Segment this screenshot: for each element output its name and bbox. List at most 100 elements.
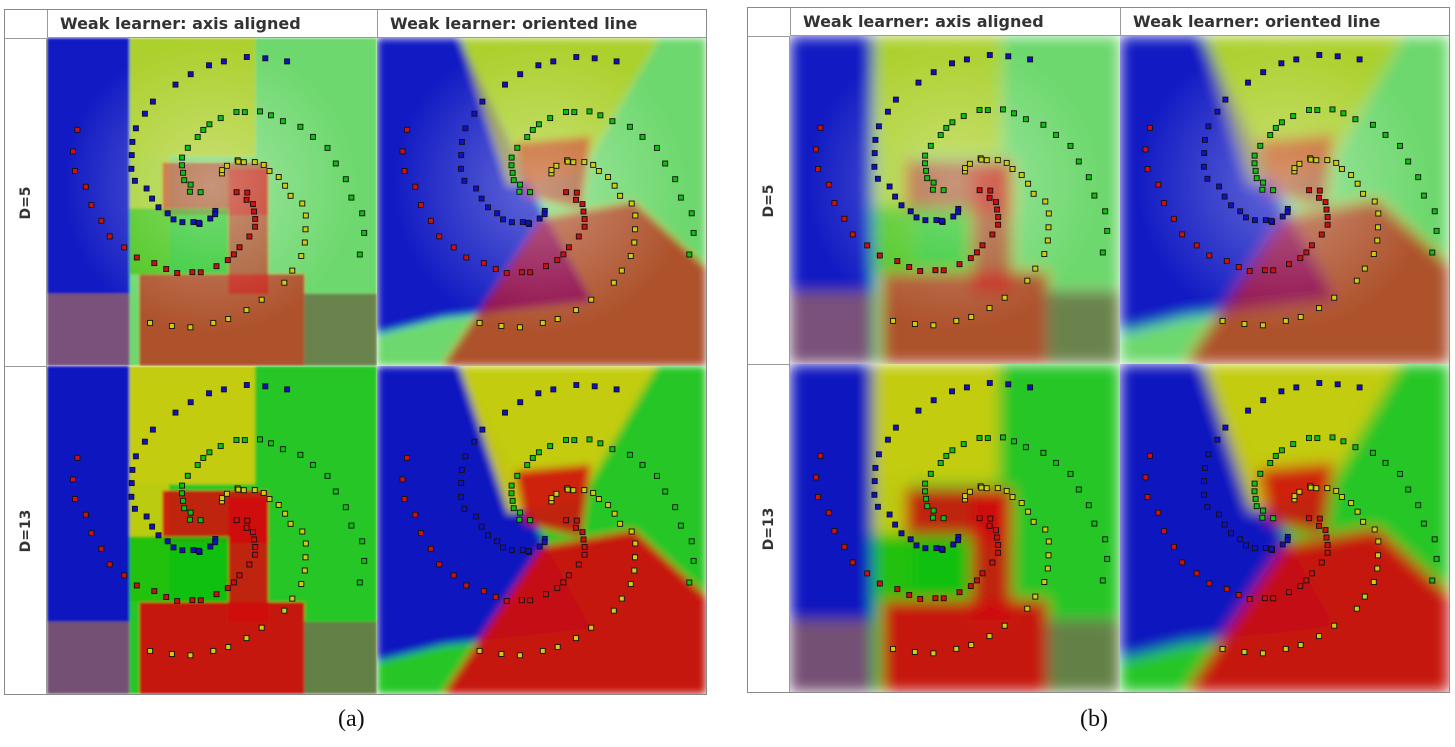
data-point (686, 251, 693, 258)
data-point (461, 177, 468, 184)
data-point (1405, 486, 1412, 493)
data-point (1286, 261, 1292, 268)
data-point (516, 652, 523, 659)
data-point (246, 233, 253, 240)
data-point (547, 115, 554, 122)
data-point (1045, 224, 1052, 231)
data-point (610, 279, 617, 286)
data-point (246, 561, 253, 568)
data-point (627, 253, 634, 259)
data-point (473, 185, 480, 192)
data-point (508, 219, 515, 226)
training-points (70, 382, 368, 659)
data-point (479, 98, 486, 105)
data-point (268, 440, 274, 447)
data-point (412, 183, 419, 190)
data-point (922, 488, 928, 495)
panel-b-axis-d13 (790, 364, 1120, 692)
data-point (163, 266, 170, 272)
data-point (233, 437, 240, 443)
data-point (989, 559, 996, 566)
data-point (932, 267, 939, 274)
data-point (1170, 543, 1177, 550)
data-point (1170, 215, 1177, 222)
data-point (1179, 559, 1186, 566)
data-point (631, 239, 638, 246)
data-point (187, 509, 194, 516)
data-point (1221, 521, 1228, 528)
data-point (301, 567, 308, 574)
data-point (978, 156, 985, 163)
data-point (527, 189, 534, 196)
row-label-d5: D=5 (17, 185, 34, 220)
data-point (1067, 470, 1074, 477)
data-point (987, 187, 994, 194)
data-point (849, 231, 856, 238)
data-point (550, 386, 557, 393)
data-point (632, 554, 638, 561)
data-point (1245, 407, 1251, 414)
data-point (471, 110, 478, 117)
data-point (1179, 231, 1186, 238)
data-point (257, 436, 263, 443)
data-point (1003, 487, 1010, 494)
data-point (1260, 507, 1267, 514)
data-point (179, 490, 185, 497)
data-point (179, 547, 186, 554)
data-point (1313, 157, 1320, 164)
data-point (289, 267, 296, 274)
data-point (1307, 156, 1314, 163)
data-point (611, 510, 618, 517)
data-point (190, 219, 197, 226)
data-point (197, 597, 204, 604)
data-point (1214, 108, 1221, 115)
panel-a-axis-d5 (47, 38, 377, 366)
data-point (1091, 192, 1098, 199)
panel-b-axis-d5 (790, 36, 1120, 364)
data-point (457, 165, 464, 172)
data-point (143, 185, 150, 192)
data-point (1352, 444, 1359, 451)
data-point (1099, 249, 1106, 256)
data-point (187, 181, 194, 188)
data-point (960, 113, 967, 120)
data-point (628, 528, 635, 535)
data-point (1431, 536, 1438, 543)
data-point (563, 189, 570, 196)
data-point (217, 443, 224, 450)
data-point (898, 530, 905, 537)
data-point (517, 509, 524, 516)
data-point (565, 244, 572, 251)
data-point (1040, 121, 1047, 128)
data-point (1228, 530, 1234, 537)
training-points (399, 382, 697, 659)
data-point (427, 545, 434, 552)
data-point (348, 522, 355, 529)
data-point (508, 547, 515, 554)
data-point (147, 647, 154, 654)
data-point (297, 123, 304, 130)
data-point (1045, 552, 1052, 559)
data-point (298, 581, 305, 587)
classification-regions (1120, 364, 1449, 692)
data-point (1356, 384, 1363, 391)
data-point (131, 505, 138, 512)
data-point (573, 635, 579, 642)
data-point (922, 480, 929, 487)
training-points (813, 380, 1111, 657)
data-point (983, 485, 990, 492)
data-point (553, 162, 560, 169)
data-point (324, 472, 331, 479)
data-point (494, 210, 501, 217)
data-point (514, 472, 521, 479)
data-point (892, 96, 899, 103)
data-point (1003, 159, 1010, 166)
data-point (940, 187, 947, 194)
data-point (953, 317, 960, 324)
data-point (815, 166, 821, 172)
data-point (189, 597, 196, 604)
data-point (548, 495, 555, 502)
data-point (618, 595, 625, 602)
data-point (580, 536, 587, 543)
data-point (517, 399, 524, 406)
